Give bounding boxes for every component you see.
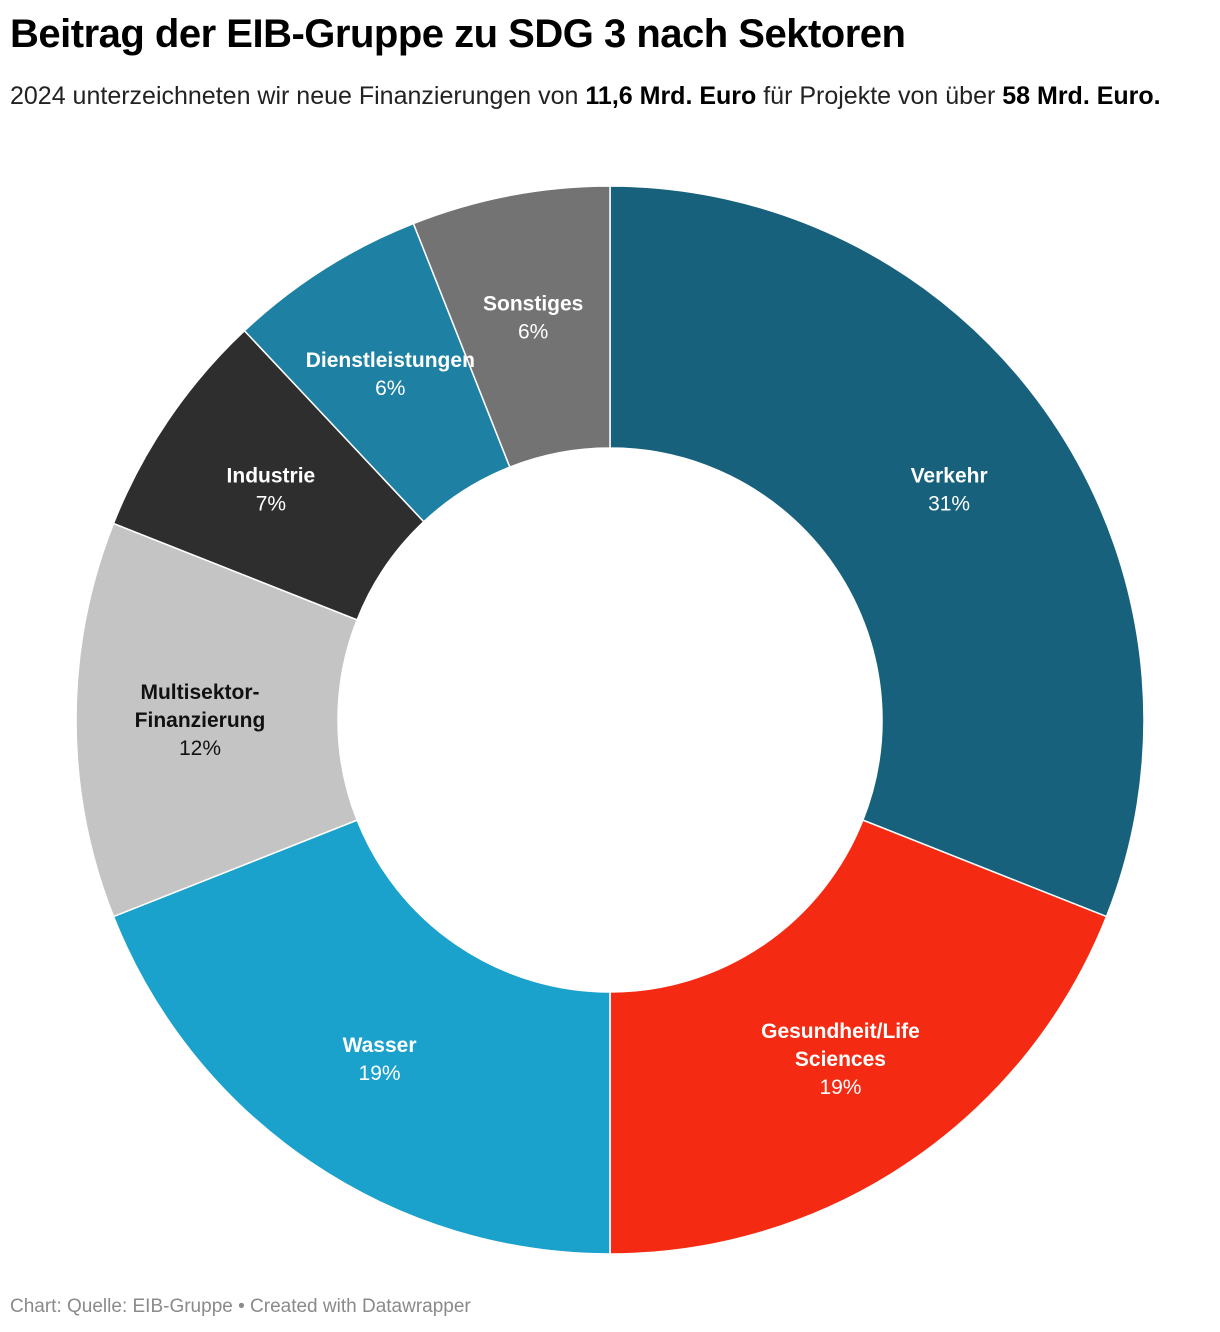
slice-label-6-line-0: Sonstiges xyxy=(483,292,583,315)
slice-label-5-line-0: Dienstleistungen xyxy=(306,349,475,372)
slice-label-1-line-1: Sciences xyxy=(795,1048,886,1071)
donut-labels: Verkehr 31% Gesundheit/Life Sciences 19% Wass… xyxy=(135,292,988,1099)
slice-value-0: 31% xyxy=(928,493,970,516)
slice-value-2: 19% xyxy=(359,1062,401,1085)
slice-label-0-line-0: Verkehr xyxy=(911,465,988,488)
slice-value-1: 19% xyxy=(819,1076,861,1099)
subtitle-text-1: 2024 unterzeichneten wir neue Finanzieru… xyxy=(10,82,586,110)
subtitle-amount-projects: 58 Mrd. Euro. xyxy=(1002,82,1161,110)
subtitle-text-2: für Projekte von über xyxy=(756,82,1003,110)
slice-value-6: 6% xyxy=(518,320,548,343)
slice-label-1-line-0: Gesundheit/Life xyxy=(761,1020,920,1043)
donut-slice-0 xyxy=(609,185,1145,918)
slice-label-3-line-1: Finanzierung xyxy=(135,709,266,732)
slice-label-3-line-0: Multisektor- xyxy=(140,681,259,704)
donut-slice-3 xyxy=(75,522,359,918)
slice-value-4: 7% xyxy=(256,493,286,516)
subtitle-amount-financing: 11,6 Mrd. Euro xyxy=(585,82,757,110)
donut-slices xyxy=(75,185,1145,1255)
donut-slice-2 xyxy=(112,819,611,1255)
slice-value-3: 12% xyxy=(179,737,221,760)
donut-slice-1 xyxy=(609,819,1108,1255)
chart-footer: Chart: Quelle: EIB-Gruppe • Created with… xyxy=(10,1296,471,1317)
chart-subtitle: 2024 unterzeichneten wir neue Finanzieru… xyxy=(10,80,1205,113)
slice-label-4-line-0: Industrie xyxy=(227,465,316,488)
slice-label-2-line-0: Wasser xyxy=(343,1034,417,1057)
donut-chart: Verkehr 31% Gesundheit/Life Sciences 19% Wass… xyxy=(75,185,1145,1255)
slice-value-5: 6% xyxy=(375,377,405,400)
chart-title: Beitrag der EIB-Gruppe zu SDG 3 nach Sek… xyxy=(10,12,906,56)
donut-slice-6 xyxy=(412,185,611,469)
